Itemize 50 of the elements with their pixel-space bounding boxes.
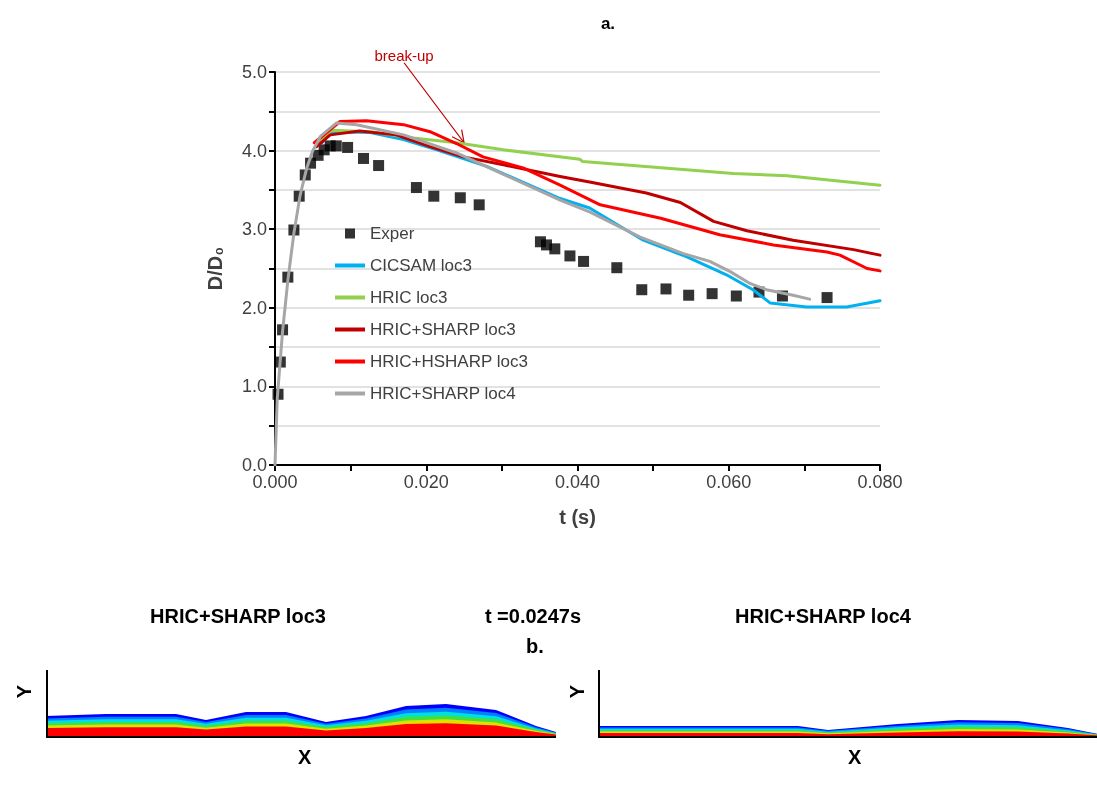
x-tick-label: 0.060 (706, 472, 752, 492)
y-tick-label: 1.0 (241, 376, 267, 397)
point (428, 190, 440, 202)
point (373, 160, 385, 172)
legend-label: Exper (370, 224, 415, 243)
legend-label: HRIC loc3 (370, 288, 448, 307)
text: Y (13, 684, 37, 699)
y-tick-label: 2.0 (241, 297, 267, 318)
point (660, 283, 672, 295)
text: X (848, 746, 862, 769)
y-tick-label: 3.0 (241, 219, 267, 240)
chart-title: a. (600, 14, 616, 33)
point (342, 141, 354, 153)
point (706, 288, 718, 300)
point (636, 284, 648, 296)
x-tick-label: 0.000 (252, 472, 298, 492)
annotation: break-up (374, 46, 434, 64)
point (611, 262, 623, 274)
text: b. (526, 635, 544, 658)
line-series (273, 121, 812, 467)
point (821, 292, 833, 304)
point (564, 250, 576, 262)
point (549, 243, 561, 255)
legend-label: CICSAM loc3 (370, 256, 473, 275)
legend-label: HRIC+SHARP loc4 (370, 384, 516, 403)
legend-label: HRIC+SHARP loc3 (370, 320, 516, 339)
text: t =0.0247s (484, 605, 582, 628)
point (473, 199, 485, 211)
x-tick-label: 0.020 (403, 472, 449, 492)
point (357, 152, 369, 164)
line-series (312, 119, 882, 273)
point (683, 289, 695, 301)
y-axis-title: D/D₀ (204, 246, 226, 291)
point (410, 182, 422, 194)
y-tick-label: 5.0 (241, 62, 267, 82)
text: HRIC+SHARP loc4 (735, 605, 911, 628)
point (730, 290, 742, 302)
text: HRIC+SHARP loc3 (150, 605, 326, 628)
x-tick-label: 0.040 (554, 472, 601, 492)
text: Y (566, 684, 590, 699)
y-tick-label: 0.0 (241, 455, 267, 475)
point (330, 140, 342, 152)
x-tick-label: 0.080 (857, 472, 903, 492)
x-axis-title: t (s) (559, 506, 596, 528)
point (578, 255, 590, 267)
line-series (315, 129, 882, 257)
y-tick-label: 4.0 (241, 140, 267, 161)
point (454, 192, 466, 204)
legend-label: HRIC+HSHARP loc3 (370, 352, 528, 371)
text: X (298, 746, 312, 769)
